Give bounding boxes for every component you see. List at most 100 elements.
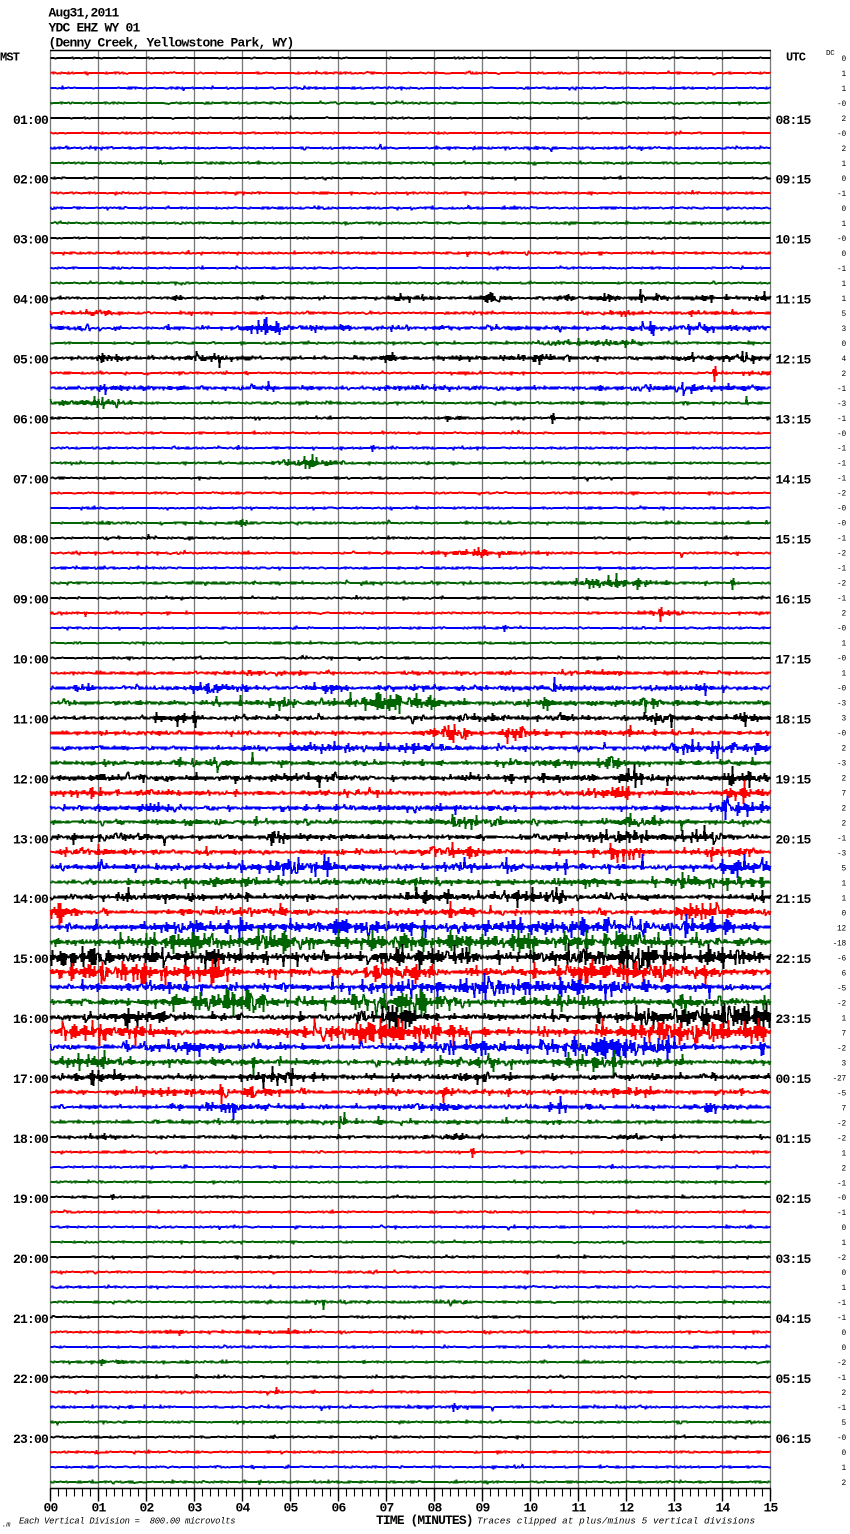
- svg-text:-18: -18: [833, 940, 847, 948]
- svg-text:14: 14: [715, 1501, 730, 1516]
- svg-text:18:00: 18:00: [13, 1132, 49, 1147]
- svg-text:(Denny Creek, Yellowstone Park: (Denny Creek, Yellowstone Park, WY): [49, 36, 294, 51]
- svg-text:Traces clipped at plus/minus 5: Traces clipped at plus/minus 5 vertical …: [477, 1516, 755, 1527]
- svg-text:09:15: 09:15: [776, 173, 812, 188]
- svg-text:-2: -2: [837, 491, 846, 499]
- svg-text:06:15: 06:15: [776, 1432, 812, 1447]
- svg-text:DC: DC: [826, 50, 835, 58]
- svg-text:1: 1: [842, 1285, 847, 1293]
- svg-text:03:15: 03:15: [776, 1252, 812, 1267]
- svg-text:02:15: 02:15: [776, 1192, 812, 1207]
- svg-text:-0: -0: [837, 101, 846, 109]
- svg-text:14:00: 14:00: [13, 892, 49, 907]
- svg-text:5: 5: [842, 1420, 847, 1428]
- svg-text:20:00: 20:00: [13, 1252, 49, 1267]
- svg-text:TIME (MINUTES): TIME (MINUTES): [376, 1513, 473, 1528]
- svg-text:07:00: 07:00: [13, 473, 49, 488]
- svg-text:0: 0: [842, 206, 847, 214]
- svg-text:0: 0: [842, 1225, 847, 1233]
- svg-text:22:15: 22:15: [776, 952, 812, 967]
- svg-text:-1: -1: [837, 1210, 846, 1218]
- svg-text:1: 1: [842, 641, 847, 649]
- svg-text:-27: -27: [833, 1075, 847, 1083]
- svg-text:06: 06: [331, 1501, 346, 1516]
- svg-text:-1: -1: [837, 446, 846, 454]
- svg-text:01:15: 01:15: [776, 1132, 812, 1147]
- svg-text:-3: -3: [837, 850, 846, 858]
- svg-text:MST: MST: [0, 51, 20, 65]
- svg-text:05:15: 05:15: [776, 1372, 812, 1387]
- svg-text:1: 1: [842, 671, 847, 679]
- svg-text:12: 12: [619, 1501, 634, 1516]
- svg-text:20:15: 20:15: [776, 832, 812, 847]
- svg-text:15: 15: [763, 1501, 778, 1516]
- svg-text:02:00: 02:00: [13, 173, 49, 188]
- svg-text:-2: -2: [837, 551, 846, 559]
- svg-text:1: 1: [842, 895, 847, 903]
- svg-text:16:15: 16:15: [776, 592, 812, 607]
- svg-text:5: 5: [842, 865, 847, 873]
- svg-text:-1: -1: [837, 835, 846, 843]
- svg-text:-2: -2: [837, 1120, 846, 1128]
- svg-text:12:15: 12:15: [776, 353, 812, 368]
- svg-text:-1: -1: [837, 461, 846, 469]
- svg-text:01: 01: [91, 1501, 106, 1516]
- svg-text:-1: -1: [837, 596, 846, 604]
- svg-text:2: 2: [842, 116, 847, 124]
- svg-text:-2: -2: [837, 1135, 846, 1143]
- svg-text:2: 2: [842, 611, 847, 619]
- svg-text:-0: -0: [837, 1195, 846, 1203]
- svg-text:0: 0: [842, 341, 847, 349]
- svg-text:17:00: 17:00: [13, 1072, 49, 1087]
- svg-text:2: 2: [842, 820, 847, 828]
- svg-text:3: 3: [842, 326, 847, 334]
- svg-text:0: 0: [842, 910, 847, 918]
- svg-text:2: 2: [842, 1165, 847, 1173]
- svg-text:-1: -1: [837, 266, 846, 274]
- svg-text:09: 09: [475, 1501, 490, 1516]
- svg-text:-0: -0: [837, 656, 846, 664]
- svg-text:1: 1: [842, 161, 847, 169]
- svg-text:1: 1: [842, 86, 847, 94]
- svg-text:-3: -3: [837, 701, 846, 709]
- svg-text:-6: -6: [837, 955, 846, 963]
- svg-text:1: 1: [842, 880, 847, 888]
- svg-text:11: 11: [571, 1501, 586, 1516]
- svg-text:13:15: 13:15: [776, 413, 812, 428]
- svg-text:-1: -1: [837, 416, 846, 424]
- svg-text:5: 5: [842, 311, 847, 319]
- svg-text:-0: -0: [837, 506, 846, 514]
- svg-text:-3: -3: [837, 401, 846, 409]
- svg-text:10:00: 10:00: [13, 652, 49, 667]
- svg-text:2: 2: [842, 371, 847, 379]
- svg-text:-1: -1: [837, 476, 846, 484]
- svg-text:-1: -1: [837, 386, 846, 394]
- svg-text:2: 2: [842, 806, 847, 814]
- svg-text:1: 1: [842, 71, 847, 79]
- svg-text:08: 08: [427, 1501, 442, 1516]
- svg-text:0: 0: [842, 56, 847, 64]
- svg-text:-1: -1: [837, 1315, 846, 1323]
- svg-text:1: 1: [842, 1465, 847, 1473]
- svg-text:-1: -1: [837, 1180, 846, 1188]
- svg-text:-0: -0: [837, 731, 846, 739]
- svg-text:00:15: 00:15: [776, 1072, 812, 1087]
- svg-text:0: 0: [842, 1450, 847, 1458]
- svg-text:1: 1: [842, 1240, 847, 1248]
- svg-text:-1: -1: [837, 1375, 846, 1383]
- svg-text:1: 1: [842, 221, 847, 229]
- svg-text:Each Vertical Division = 800.: Each Vertical Division = 800.00 microvol…: [19, 1517, 235, 1527]
- svg-text:-5: -5: [837, 1090, 846, 1098]
- svg-text:04:00: 04:00: [13, 293, 49, 308]
- svg-text:0: 0: [842, 1270, 847, 1278]
- svg-text:-1: -1: [837, 191, 846, 199]
- svg-text:2: 2: [842, 776, 847, 784]
- svg-text:6: 6: [842, 970, 847, 978]
- svg-text:-0: -0: [837, 131, 846, 139]
- svg-text:3: 3: [842, 1060, 847, 1068]
- svg-text:-2: -2: [837, 1000, 846, 1008]
- svg-text:-0: -0: [837, 686, 846, 694]
- svg-text:0: 0: [842, 176, 847, 184]
- svg-text:08:15: 08:15: [776, 113, 812, 128]
- svg-text:.m: .m: [2, 1522, 11, 1530]
